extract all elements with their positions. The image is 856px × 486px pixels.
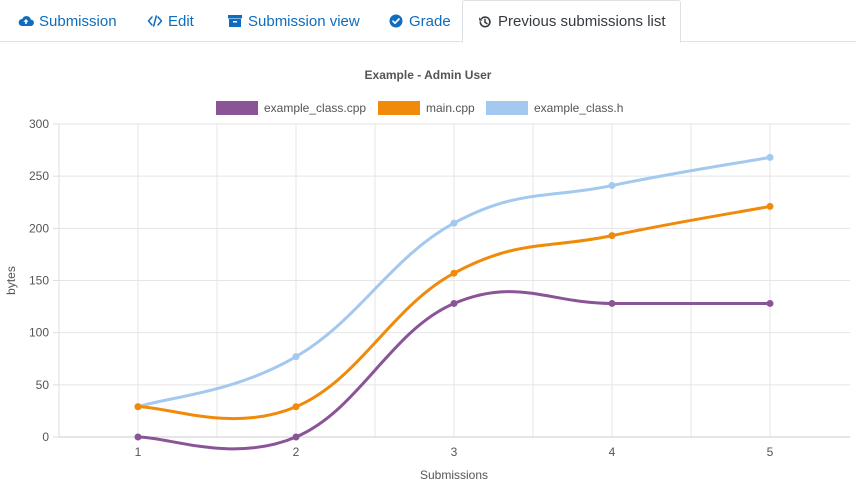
data-point [292,353,300,361]
x-axis-title: Submissions [420,468,488,482]
legend-label: example_class.cpp [264,101,366,115]
x-tick-label: 1 [135,445,142,459]
tab-submission[interactable]: Submission [4,0,131,42]
cloud-upload-icon [18,13,34,29]
data-point [766,202,774,210]
archive-icon [227,13,243,29]
y-tick-label: 250 [29,169,49,183]
code-icon [147,13,163,29]
legend-swatch [378,101,420,115]
data-point [766,299,774,307]
y-tick-label: 50 [36,378,50,392]
tab-submission-label: Submission [39,12,117,30]
x-tick-label: 2 [293,445,300,459]
history-icon [477,14,493,30]
submissions-chart: Example - Admin User example_class.cpp mai… [4,68,850,482]
check-circle-icon [388,13,404,29]
x-tick-label: 5 [767,445,774,459]
tab-submission-view[interactable]: Submission view [213,0,374,42]
tab-bar: Submission Edit Submission view Grade Pr… [0,0,856,43]
y-tick-label: 0 [42,430,49,444]
data-point [450,219,458,227]
tab-grade[interactable]: Grade [374,0,465,42]
tab-previous-submissions-label: Previous submissions list [498,13,666,30]
x-tick-label: 3 [451,445,458,459]
data-point [766,153,774,161]
tab-edit-label: Edit [168,12,194,30]
data-point [292,433,300,441]
tab-previous-submissions[interactable]: Previous submissions list [462,0,681,43]
legend-label: example_class.h [534,101,623,115]
data-point [450,269,458,277]
tab-grade-label: Grade [409,12,451,30]
y-tick-label: 150 [29,274,49,288]
data-point [608,182,616,190]
chart-title: Example - Admin User [365,68,492,82]
tab-edit[interactable]: Edit [133,0,208,42]
y-tick-label: 200 [29,221,49,235]
data-point [134,403,142,411]
data-point [450,299,458,307]
legend-swatch [216,101,258,115]
y-tick-label: 300 [29,117,49,131]
data-point [608,299,616,307]
y-axis-title: bytes [4,266,18,295]
data-point [292,403,300,411]
data-point [134,433,142,441]
x-tick-label: 4 [609,445,616,459]
data-point [608,232,616,240]
tab-submission-view-label: Submission view [248,12,360,30]
legend-label: main.cpp [426,101,475,115]
legend-swatch [486,101,528,115]
y-tick-label: 100 [29,326,49,340]
